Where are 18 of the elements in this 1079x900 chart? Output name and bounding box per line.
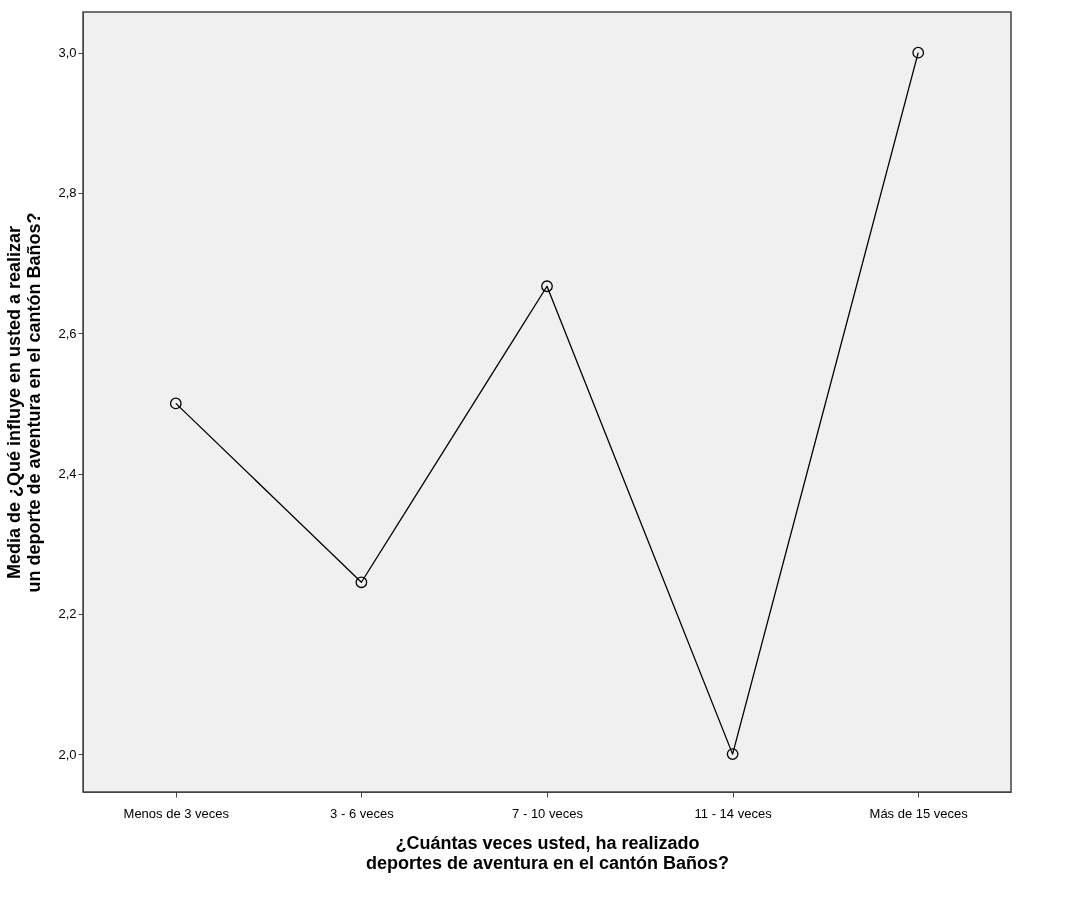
x-tick-label: 11 - 14 veces: [694, 805, 773, 821]
point: [726, 748, 739, 761]
y-axis-title: Media de ¿Qué influye en usted a realizar un deporte de aventura en el cantón Baños?: [4, 212, 45, 593]
x-tick-label: 3 - 6 veces: [330, 805, 395, 821]
point: [912, 46, 925, 59]
y-tick-label: 2,2: [58, 606, 77, 622]
x-tick-label: 7 - 10 veces: [512, 805, 584, 821]
x-axis-title: ¿Cuántas veces usted, ha realizado deportes de aventura en el cantón Baños?: [365, 832, 730, 873]
x-tick-label: Menos de 3 veces: [123, 805, 230, 821]
y-tick-label: 2,0: [58, 746, 77, 762]
point: [355, 576, 368, 589]
y-tick-label: 2,6: [58, 325, 77, 341]
y-tick-label: 3,0: [58, 45, 77, 61]
x-tick-label: Más de 15 veces: [869, 805, 969, 821]
point: [541, 280, 553, 293]
y-tick-label: 2,8: [58, 185, 77, 201]
point: [169, 397, 182, 410]
y-tick-label: 2,4: [58, 466, 77, 482]
